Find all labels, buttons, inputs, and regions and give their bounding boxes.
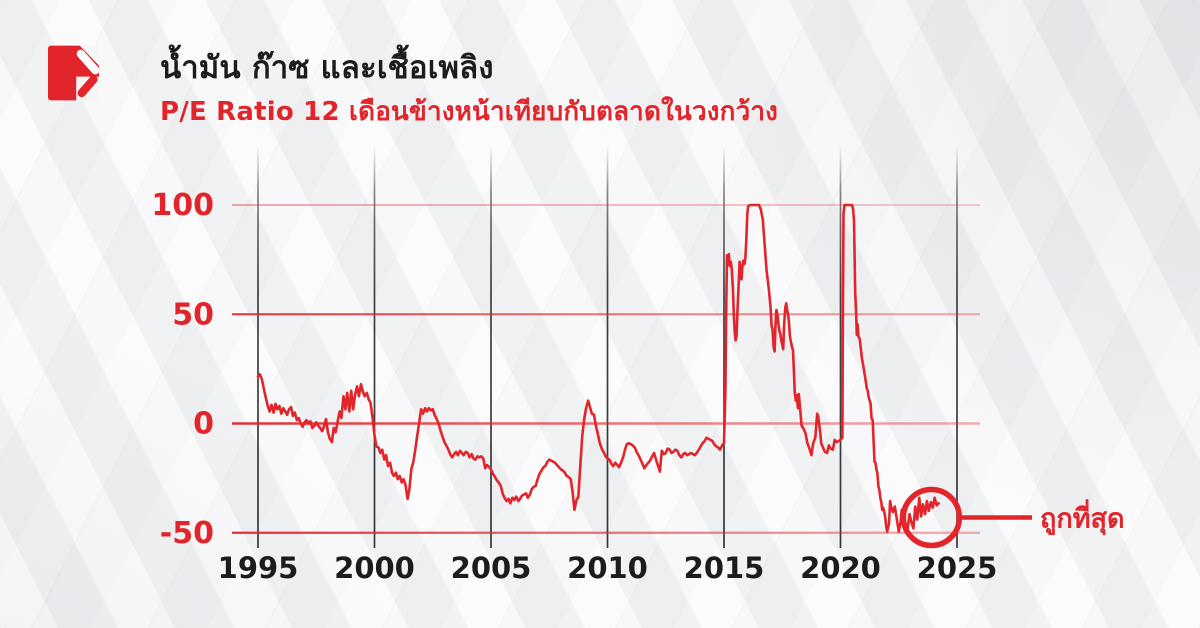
y-axis-tick-label: -50	[160, 516, 214, 551]
header: น้ำมัน ก๊าซ และเชื้อเพลิง P/E Ratio 12 เ…	[160, 48, 1060, 128]
x-axis-tick-label: 1995	[218, 551, 299, 585]
x-gridlines	[257, 145, 958, 548]
page-subtitle: P/E Ratio 12 เดือนข้างหน้าเทียบกับตลาดใน…	[160, 97, 779, 127]
x-axis-tick-label: 2010	[567, 551, 648, 585]
cheapest-label: ถูกที่สุด	[1040, 498, 1125, 535]
brand-logo-icon	[48, 45, 99, 101]
pe-ratio-series-line	[256, 203, 940, 533]
y-axis-tick-labels: 100 50 0 -50	[151, 188, 214, 551]
y-gridlines	[232, 204, 980, 534]
x-axis-tick-label: 2000	[334, 551, 415, 585]
page-title: น้ำมัน ก๊าซ และเชื้อเพลิง	[160, 50, 494, 86]
cheapest-highlight-circle-icon	[900, 486, 963, 549]
y-axis-tick-label: 0	[193, 407, 214, 442]
x-axis-tick-label: 2025	[917, 551, 998, 585]
x-axis-tick-label: 2015	[684, 551, 765, 585]
x-axis-tick-labels: 1995 2000 2005 2010 2015 2020 2025	[218, 551, 998, 585]
cheapest-annotation: ถูกที่สุด	[900, 486, 1125, 549]
logo-white-slash	[76, 49, 99, 75]
x-axis-tick-label: 2005	[451, 551, 532, 585]
y-axis-tick-label: 50	[172, 297, 214, 332]
x-axis-tick-label: 2020	[800, 551, 881, 585]
logo-corner-cut	[79, 45, 99, 66]
logo-red-slash	[77, 75, 98, 98]
y-axis-tick-label: 100	[151, 188, 214, 223]
